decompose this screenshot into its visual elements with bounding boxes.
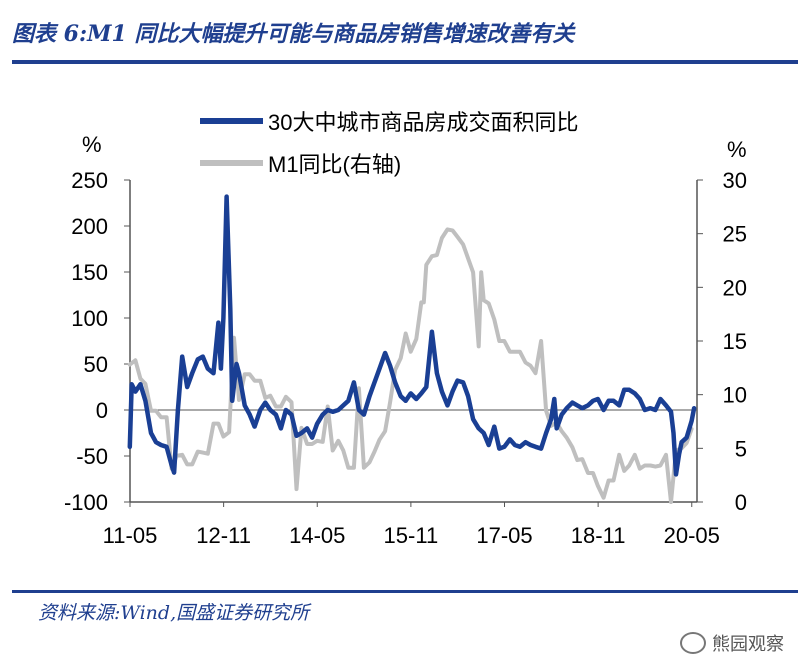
- left-tick-label: 250: [71, 168, 108, 193]
- x-tick-label: 11-05: [103, 523, 158, 548]
- left-tick-label: 0: [96, 398, 108, 423]
- watermark-text: 熊园观察: [712, 634, 784, 655]
- legend-label-city: 30大中城市商品房成交面积同比: [268, 110, 578, 135]
- series-line-m1: [127, 227, 694, 504]
- left-tick-label: 100: [71, 306, 108, 331]
- right-tick-label: 20: [723, 275, 747, 300]
- x-tick-label: 14-05: [289, 523, 345, 548]
- left-tick-label: 200: [71, 214, 108, 239]
- legend: 30大中城市商品房成交面积同比 M1同比(右轴): [200, 110, 578, 177]
- right-tick-label: 15: [723, 329, 747, 354]
- title-rule: [12, 60, 798, 64]
- series-line-city-sales: [127, 194, 697, 477]
- x-tick-label: 12-11: [196, 523, 251, 548]
- right-tick-label: 25: [723, 222, 747, 247]
- watermark: 熊园观察: [680, 630, 784, 656]
- chart-title: 图表 6:M1 同比大幅提升可能与商品房销售增速改善有关: [12, 21, 575, 47]
- source-note: 资料来源:Wind,国盛证券研究所: [38, 602, 310, 624]
- left-tick-label: -100: [64, 490, 108, 515]
- right-tick-label: 0: [735, 490, 747, 515]
- right-tick-label: 5: [735, 436, 747, 461]
- right-tick-label: 30: [723, 168, 747, 193]
- left-tick-label: 150: [71, 260, 108, 285]
- right-unit-label: %: [727, 137, 747, 162]
- x-tick-label: 18-11: [571, 523, 626, 548]
- x-tick-label: 20-05: [664, 523, 720, 548]
- left-unit-label: %: [82, 132, 102, 157]
- left-tick-label: -50: [76, 444, 108, 469]
- left-tick-label: 50: [84, 352, 108, 377]
- legend-label-m1: M1同比(右轴): [268, 152, 401, 177]
- right-tick-label: 10: [723, 383, 747, 408]
- source-rule: [12, 590, 798, 593]
- x-tick-label: 17-05: [476, 523, 532, 548]
- x-tick-label: 15-11: [384, 523, 439, 548]
- wechat-icon: [680, 632, 706, 654]
